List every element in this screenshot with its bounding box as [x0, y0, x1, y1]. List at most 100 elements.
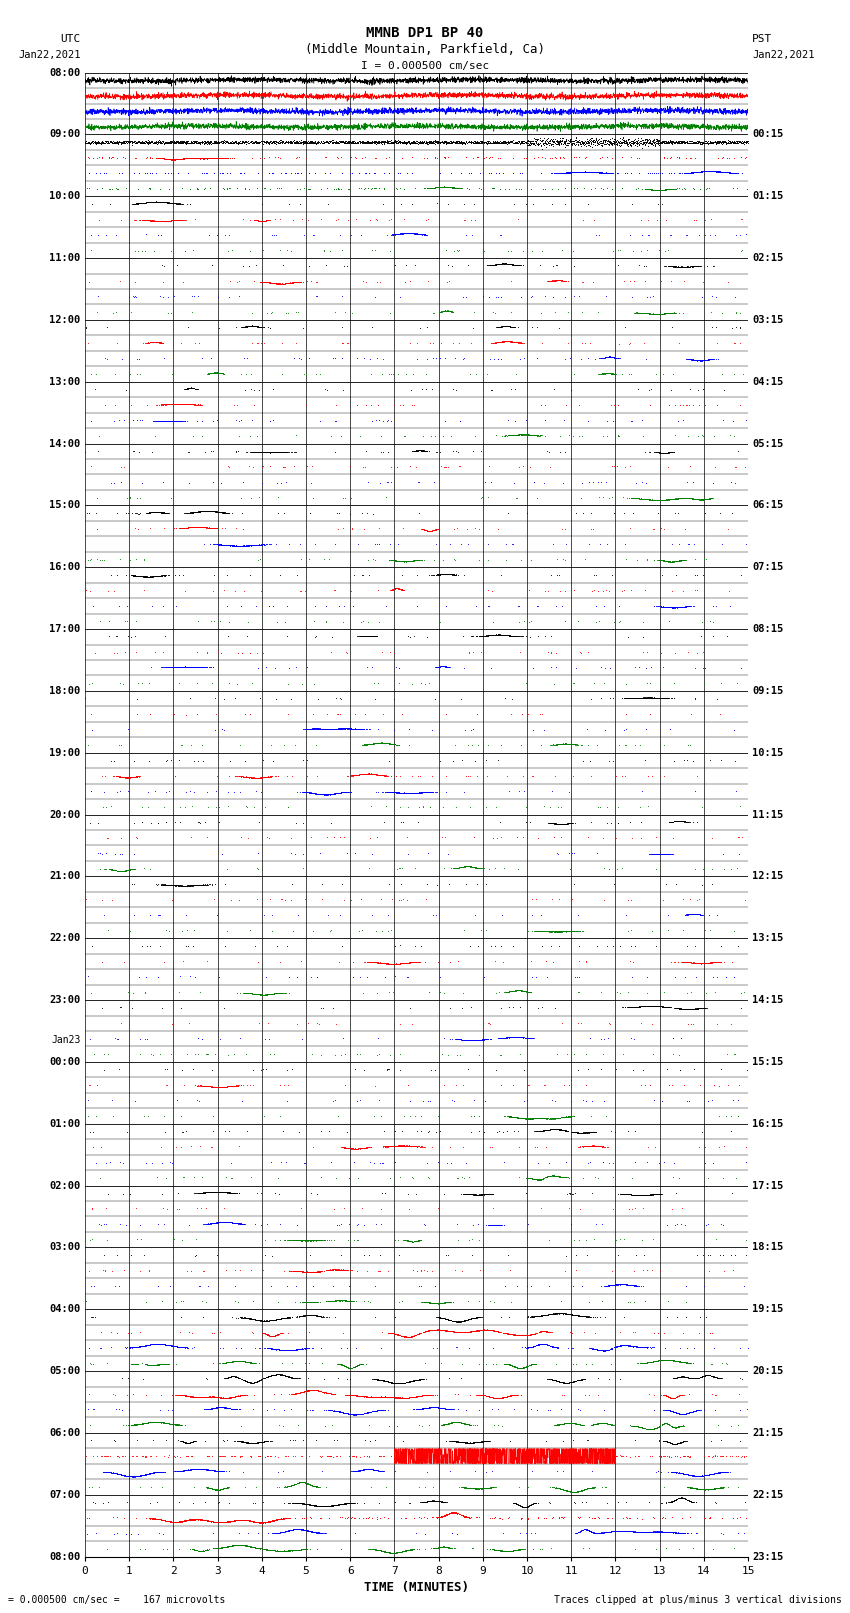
Point: [155, 208, 168, 234]
Point: [275, 1519, 288, 1545]
Point: [668, 965, 682, 990]
Point: [392, 950, 405, 976]
Point: [348, 1382, 361, 1408]
Point: [206, 498, 219, 524]
Point: [402, 1227, 416, 1253]
Point: [468, 1318, 482, 1344]
Point: [343, 131, 357, 156]
Point: [119, 1411, 133, 1437]
Point: [637, 1334, 650, 1360]
Point: [195, 1539, 208, 1565]
Point: [601, 531, 615, 556]
Point: [675, 594, 688, 619]
Point: [659, 1536, 672, 1561]
Point: [470, 1411, 484, 1437]
Point: [362, 716, 376, 742]
Point: [669, 129, 683, 155]
Point: [627, 486, 641, 511]
Point: [550, 1116, 564, 1142]
Point: [592, 1134, 605, 1160]
Point: [657, 548, 671, 574]
Point: [513, 421, 526, 447]
Point: [224, 1363, 238, 1389]
Point: [632, 486, 645, 511]
Point: [636, 1519, 649, 1545]
Point: [108, 763, 122, 789]
Point: [441, 1289, 455, 1315]
Point: [179, 145, 193, 171]
Point: [562, 918, 575, 944]
Point: [675, 547, 688, 573]
Point: [564, 1302, 577, 1327]
Point: [241, 1508, 254, 1534]
Point: [390, 1384, 404, 1410]
Point: [304, 1471, 318, 1497]
Point: [613, 1518, 626, 1544]
Point: [416, 1366, 429, 1392]
Point: [201, 1508, 215, 1534]
Point: [286, 1365, 299, 1390]
Point: [367, 1457, 381, 1482]
Point: [674, 547, 688, 573]
Point: [372, 729, 386, 755]
Point: [153, 176, 167, 202]
Point: [400, 1384, 414, 1410]
Point: [228, 1384, 241, 1410]
Point: [610, 1518, 624, 1544]
Point: [305, 129, 319, 155]
Point: [313, 1303, 326, 1329]
Point: [241, 1508, 255, 1534]
Point: [628, 1334, 642, 1360]
Point: [131, 1463, 145, 1489]
Point: [543, 127, 557, 153]
Point: [368, 1273, 382, 1298]
Point: [140, 1461, 154, 1487]
Point: [539, 1118, 552, 1144]
Point: [443, 174, 456, 200]
Point: [664, 144, 677, 169]
Point: [161, 392, 174, 418]
Point: [199, 1179, 212, 1205]
Point: [424, 1318, 438, 1344]
Point: [366, 623, 379, 648]
Point: [290, 1227, 303, 1253]
Point: [221, 1534, 235, 1560]
Point: [457, 1165, 471, 1190]
Point: [136, 563, 150, 589]
Point: [108, 1460, 122, 1486]
Point: [282, 1337, 296, 1363]
Point: [110, 1460, 123, 1486]
Point: [493, 315, 507, 340]
Point: [596, 160, 609, 185]
Point: [699, 1476, 712, 1502]
Point: [366, 1457, 380, 1482]
Point: [400, 1369, 413, 1395]
Point: [592, 160, 606, 185]
Point: [502, 1024, 515, 1050]
Point: [536, 1118, 549, 1144]
Point: [643, 1519, 657, 1545]
Point: [302, 1518, 315, 1544]
Point: [175, 145, 189, 171]
Point: [707, 1073, 721, 1098]
Point: [173, 1508, 187, 1534]
Point: [435, 1395, 449, 1421]
Point: [540, 918, 553, 944]
Point: [420, 129, 434, 155]
Point: [395, 1384, 409, 1410]
Point: [176, 1382, 190, 1408]
Point: [676, 995, 689, 1021]
Point: [629, 1273, 643, 1298]
Point: [136, 206, 150, 232]
Point: [677, 948, 691, 974]
Point: [158, 208, 172, 234]
Point: [376, 1397, 389, 1423]
Point: [128, 1334, 142, 1360]
Point: [229, 1508, 242, 1534]
Point: [498, 1384, 512, 1410]
Point: [234, 1382, 247, 1408]
Point: [399, 781, 412, 806]
Point: [444, 561, 457, 587]
Point: [564, 160, 578, 185]
Point: [218, 532, 232, 558]
